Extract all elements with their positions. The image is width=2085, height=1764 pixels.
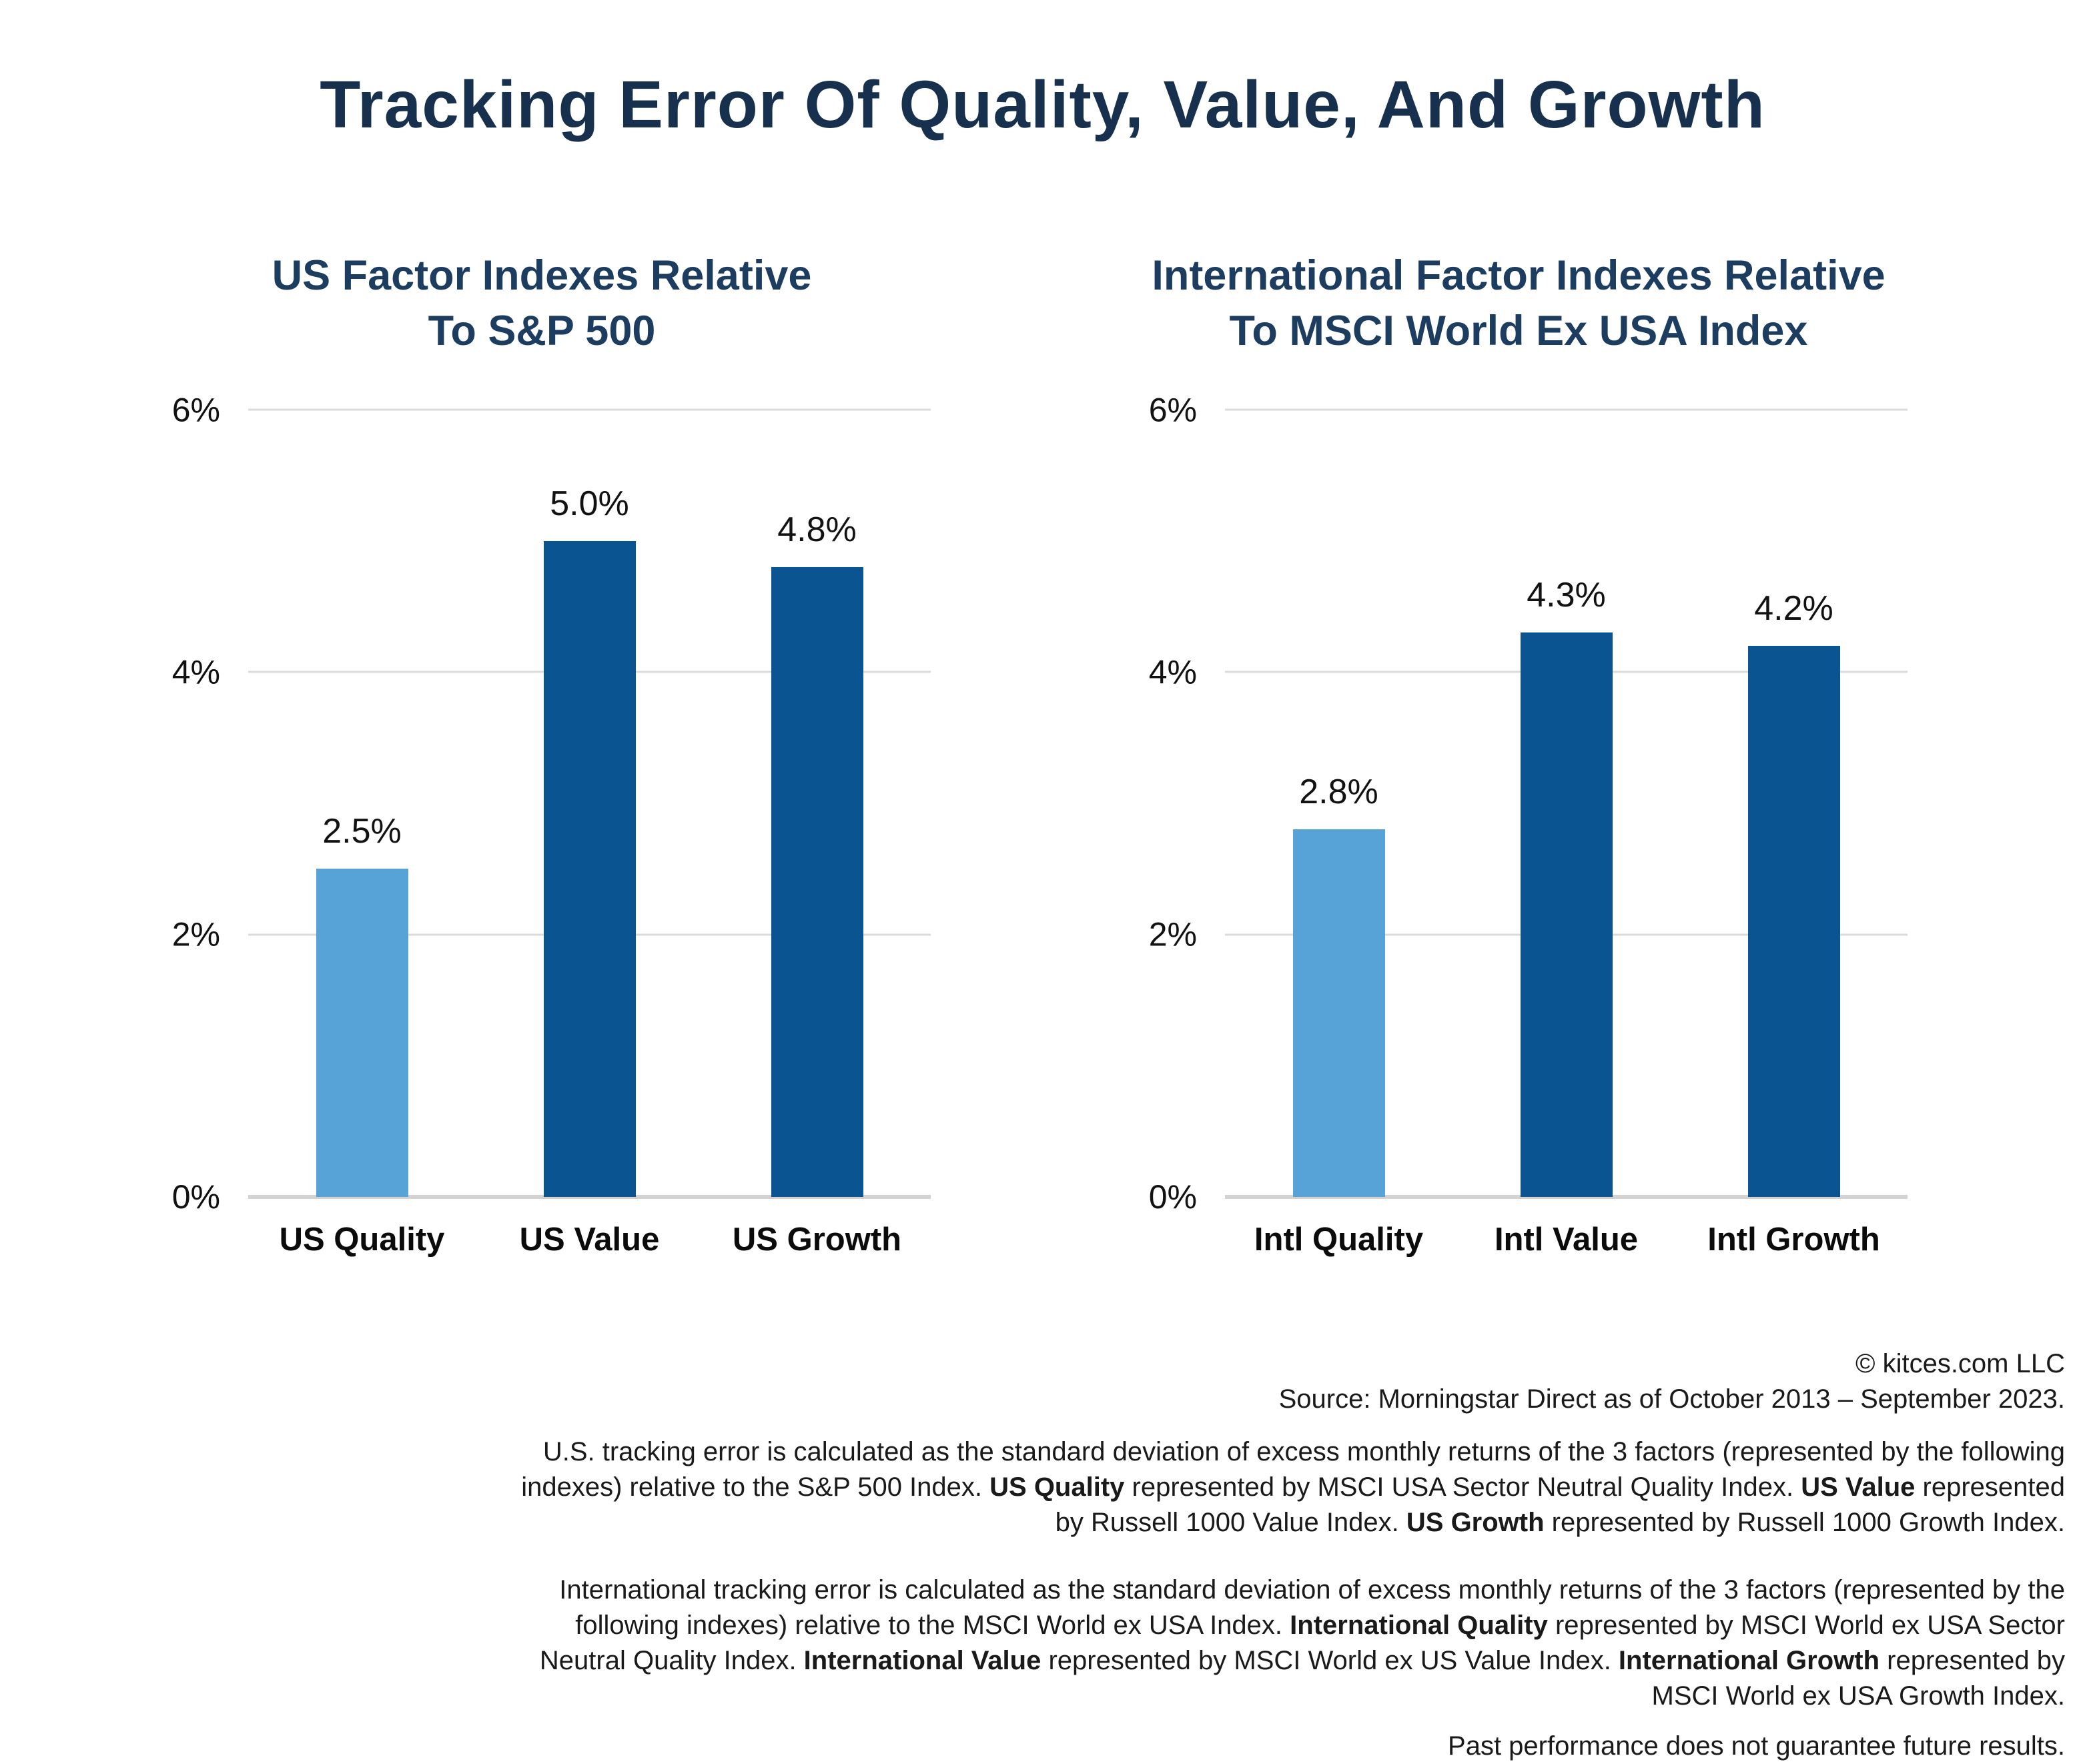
x-axis-label-intl-value: Intl Value	[1494, 1222, 1639, 1258]
value-label-intl-quality: 2.8%	[1299, 773, 1378, 812]
value-label-us-value: 5.0%	[550, 484, 629, 523]
bar-intl-quality	[1292, 829, 1385, 1197]
gridline-0pct: 0%	[172, 1178, 931, 1216]
y-tick-label-0pct: 0%	[1148, 1178, 1197, 1216]
bar-intl-value	[1520, 632, 1613, 1197]
value-label-intl-value: 4.3%	[1527, 576, 1606, 615]
x-axis-label-us-quality: US Quality	[279, 1222, 445, 1258]
bar-us-quality	[316, 869, 408, 1197]
bar-intl-growth	[1747, 646, 1840, 1197]
value-label-intl-growth: 4.2%	[1754, 589, 1833, 628]
bold-index-name: International Growth	[1618, 1646, 1880, 1675]
note-text: represented by Russell 1000 Growth Index…	[1544, 1508, 2065, 1537]
us-chart-title-line2: To S&P 500	[428, 308, 656, 354]
note-text: represented by MSCI USA Sector Neutral Q…	[1124, 1472, 1801, 1502]
gridline-6pct: 6%	[172, 391, 931, 428]
intl-chart-title: International Factor Indexes Relative To…	[1125, 248, 1912, 359]
note-text: International tracking error is calculat…	[559, 1575, 2065, 1640]
note-text: represented by Russell 1000 Value Index.	[1055, 1472, 2065, 1537]
x-axis-label-intl-growth: Intl Growth	[1707, 1222, 1880, 1258]
us-chart-title-line1: US Factor Indexes Relative	[272, 252, 812, 299]
us-chart-title: US Factor Indexes Relative To S&P 500	[148, 248, 935, 359]
gridline-0pct: 0%	[1149, 1178, 1908, 1216]
bold-index-name: US Growth	[1406, 1508, 1545, 1537]
us-methodology-note: U.S. tracking error is calculated as the…	[490, 1434, 2065, 1540]
us-factor-chart: US Factor Indexes Relative To S&P 500 6%…	[148, 248, 935, 1329]
bar-us-value	[543, 540, 636, 1197]
note-text: represented by MSCI World ex USA Sector …	[539, 1611, 2065, 1675]
bold-index-name: International Quality	[1290, 1611, 1548, 1640]
copyright-line: © kitces.com LLC	[1855, 1349, 2065, 1378]
bold-index-name: US Value	[1801, 1472, 1916, 1502]
gridline-6pct: 6%	[1149, 391, 1908, 428]
past-performance-disclaimer: Past performance does not guarantee futu…	[1448, 1731, 2065, 1761]
source-line: Source: Morningstar Direct as of October…	[1278, 1384, 2065, 1414]
bold-index-name: US Quality	[989, 1472, 1125, 1502]
footer: © kitces.com LLC Source: Morningstar Dir…	[490, 1346, 2065, 1764]
us-plot-area: 6% 4% 2% 0% 2.5% 5.0% 4.8%	[172, 391, 931, 1216]
intl-x-axis-labels: Intl Quality Intl Value Intl Growth	[1225, 1221, 1908, 1258]
note-text: represented by MSCI World ex USA Growth …	[1651, 1646, 2065, 1711]
y-tick-label-6pct: 6%	[1148, 391, 1197, 428]
value-label-us-growth: 4.8%	[777, 510, 857, 549]
intl-plot-area: 6% 4% 2% 0% 2.8% 4.3% 4.2%	[1149, 391, 1908, 1216]
page-title: Tracking Error Of Quality, Value, And Gr…	[320, 67, 1765, 142]
y-tick-label-0pct: 0%	[171, 1178, 220, 1216]
x-axis-label-us-value: US Value	[519, 1222, 660, 1258]
international-factor-chart: International Factor Indexes Relative To…	[1125, 248, 1912, 1329]
intl-methodology-note: International tracking error is calculat…	[490, 1573, 2065, 1714]
x-axis-label-us-growth: US Growth	[732, 1222, 902, 1258]
us-x-axis-labels: US Quality US Value US Growth	[248, 1221, 931, 1258]
y-tick-label-2pct: 2%	[171, 915, 220, 953]
bar-us-growth	[771, 567, 863, 1197]
note-text: U.S. tracking error is calculated as the…	[521, 1437, 2065, 1502]
bold-index-name: International Value	[803, 1646, 1041, 1675]
intl-chart-title-line2: To MSCI World Ex USA Index	[1229, 308, 1808, 354]
x-axis-label-intl-quality: Intl Quality	[1254, 1222, 1424, 1258]
intl-chart-title-line1: International Factor Indexes Relative	[1152, 252, 1886, 299]
y-tick-label-2pct: 2%	[1148, 915, 1197, 953]
y-tick-label-4pct: 4%	[171, 653, 220, 691]
note-text: represented by MSCI World ex US Value In…	[1041, 1646, 1619, 1675]
value-label-us-quality: 2.5%	[322, 812, 402, 851]
y-tick-label-6pct: 6%	[171, 391, 220, 428]
y-tick-label-4pct: 4%	[1148, 653, 1197, 691]
